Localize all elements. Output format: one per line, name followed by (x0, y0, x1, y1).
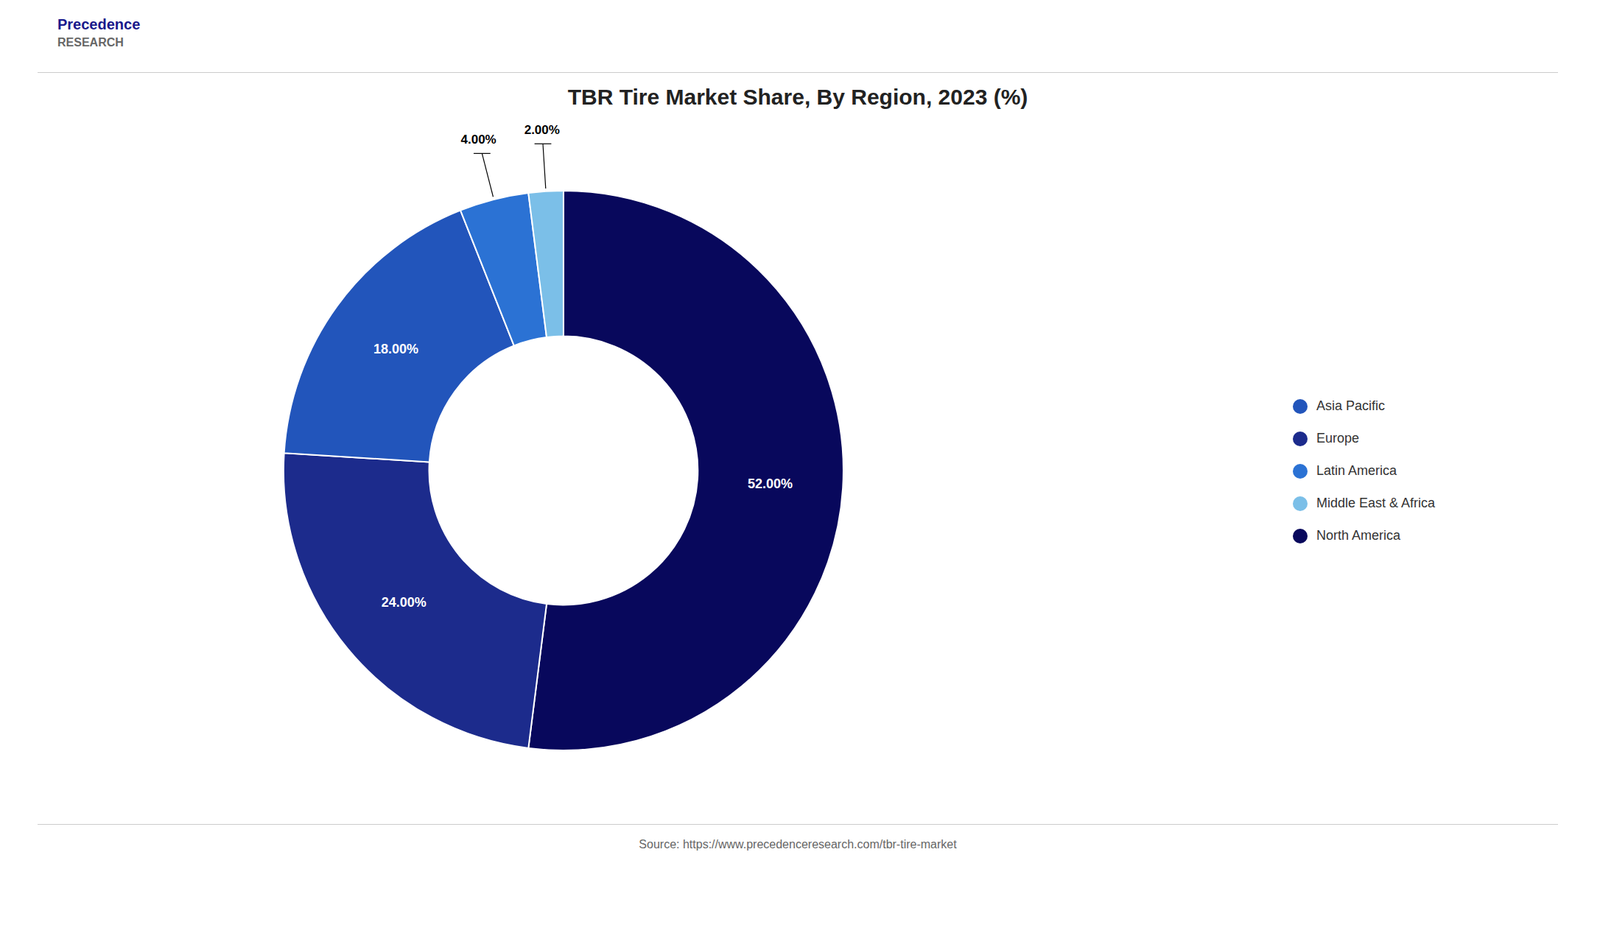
html-text:Middle East & Africa: Middle East & Africa (1316, 495, 1435, 511)
html-text:TBR Tire Market Share, By Regi: TBR Tire Market Share, By Region, 2023 (… (567, 84, 1028, 110)
svg-text:4.00%: 4.00% (461, 132, 497, 147)
svg-text:24.00%: 24.00% (381, 595, 427, 610)
svg-text:2.00%: 2.00% (524, 123, 560, 138)
html-text:Asia Pacific: Asia Pacific (1316, 398, 1385, 414)
html-text:Latin America: Latin America (1316, 463, 1397, 479)
html-text:RESEARCH: RESEARCH (57, 36, 124, 49)
html-text:Europe: Europe (1316, 430, 1360, 446)
html-text:North America: North America (1316, 528, 1401, 543)
svg-text:52.00%: 52.00% (747, 476, 793, 492)
html-text:Source: https://www.precedence: Source: https://www.precedenceresearch.c… (638, 838, 957, 851)
html-text:Precedence: Precedence (57, 16, 141, 33)
svg-text:18.00%: 18.00% (373, 341, 419, 357)
